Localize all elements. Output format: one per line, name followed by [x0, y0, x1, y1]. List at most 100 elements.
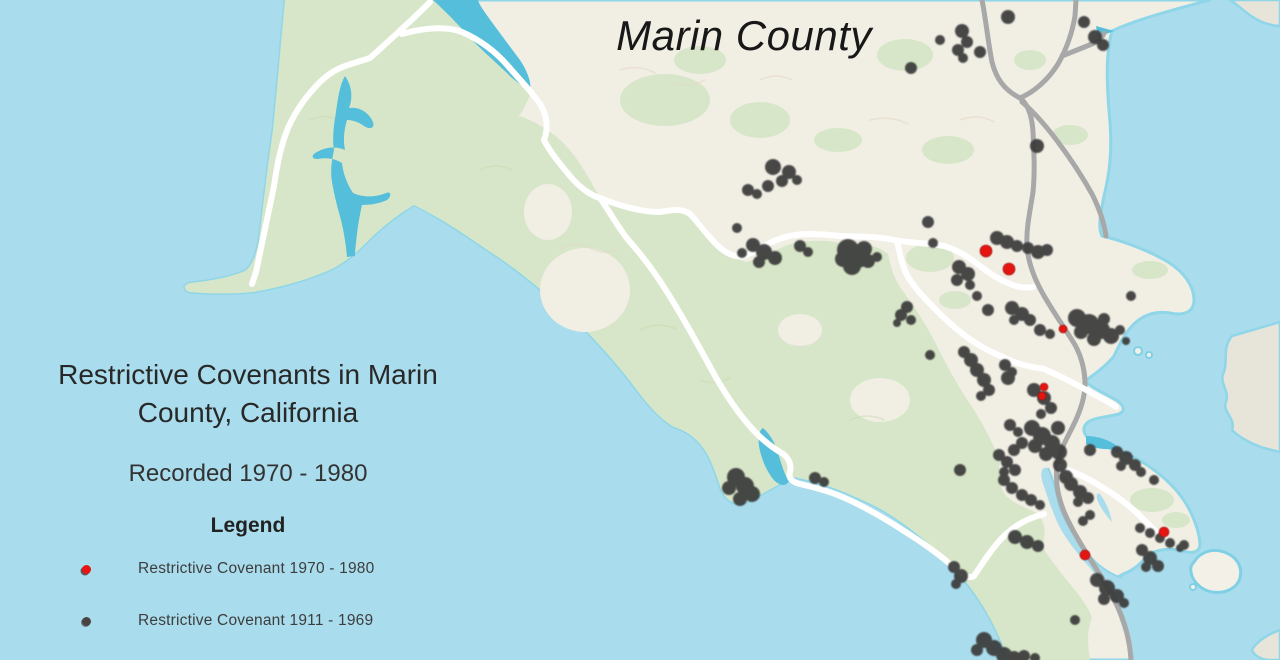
covenant-dot-1911-1969[interactable]: [1064, 477, 1078, 491]
covenant-dot-1911-1969[interactable]: [1084, 444, 1096, 456]
covenant-dot-1911-1969[interactable]: [1073, 497, 1083, 507]
covenant-dot-1911-1969[interactable]: [1013, 427, 1023, 437]
covenant-dot-1911-1969[interactable]: [756, 244, 772, 260]
covenant-dot-1911-1969[interactable]: [1149, 475, 1159, 485]
covenant-dot-1911-1969[interactable]: [955, 24, 969, 38]
covenant-dot-1911-1969[interactable]: [1152, 560, 1164, 572]
covenant-dot-1911-1969[interactable]: [1135, 523, 1145, 533]
covenant-dot-1911-1969[interactable]: [752, 189, 762, 199]
covenant-dot-1911-1969[interactable]: [861, 254, 875, 268]
covenant-dot-1911-1969[interactable]: [856, 241, 872, 257]
covenant-dot-1970-1980[interactable]: [1158, 526, 1170, 538]
covenant-dot-1911-1969[interactable]: [782, 165, 796, 179]
covenant-dot-1911-1969[interactable]: [1141, 562, 1151, 572]
covenant-dot-1911-1969[interactable]: [1016, 437, 1028, 449]
covenant-dot-1911-1969[interactable]: [1028, 439, 1042, 453]
covenant-dot-1911-1969[interactable]: [1115, 325, 1125, 335]
covenant-dot-1970-1980[interactable]: [1002, 262, 1016, 276]
covenant-dot-1911-1969[interactable]: [1039, 447, 1053, 461]
covenant-dot-1911-1969[interactable]: [762, 180, 774, 192]
covenant-dot-1911-1969[interactable]: [948, 561, 960, 573]
covenant-dot-1911-1969[interactable]: [1122, 337, 1130, 345]
covenant-dot-1911-1969[interactable]: [922, 216, 934, 228]
covenant-dot-1911-1969[interactable]: [1078, 16, 1090, 28]
covenant-dot-1911-1969[interactable]: [737, 248, 747, 258]
covenant-dot-1911-1969[interactable]: [993, 449, 1005, 461]
covenant-dot-1911-1969[interactable]: [1025, 494, 1037, 506]
covenant-dot-1970-1980[interactable]: [979, 244, 993, 258]
covenant-dot-1911-1969[interactable]: [1030, 139, 1044, 153]
covenant-dot-1911-1969[interactable]: [935, 35, 945, 45]
covenant-dot-1911-1969[interactable]: [1145, 528, 1155, 538]
covenant-dot-1911-1969[interactable]: [1097, 39, 1109, 51]
covenant-dot-1911-1969[interactable]: [1001, 456, 1013, 468]
covenant-dot-1911-1969[interactable]: [954, 464, 966, 476]
covenant-dot-1911-1969[interactable]: [1034, 324, 1046, 336]
covenant-dot-1911-1969[interactable]: [977, 373, 991, 387]
covenant-dot-1911-1969[interactable]: [974, 46, 986, 58]
covenant-dot-1911-1969[interactable]: [983, 384, 995, 396]
covenant-dot-1911-1969[interactable]: [905, 62, 917, 74]
covenant-dot-1911-1969[interactable]: [1051, 444, 1067, 460]
covenant-dot-1911-1969[interactable]: [1030, 653, 1040, 660]
covenant-dot-1911-1969[interactable]: [809, 472, 821, 484]
covenant-dot-1911-1969[interactable]: [1085, 510, 1095, 520]
covenant-dot-1911-1969[interactable]: [1022, 242, 1034, 254]
covenant-dot-1911-1969[interactable]: [1024, 314, 1036, 326]
covenant-dot-1911-1969[interactable]: [951, 274, 963, 286]
covenant-dot-1911-1969[interactable]: [1036, 409, 1046, 419]
covenant-dot-1911-1969[interactable]: [1119, 598, 1129, 608]
covenant-dot-1911-1969[interactable]: [1008, 444, 1020, 456]
covenant-dot-1911-1969[interactable]: [746, 238, 760, 252]
covenant-dot-1970-1980[interactable]: [1058, 324, 1068, 334]
covenant-dot-1970-1980[interactable]: [1079, 549, 1091, 561]
covenant-dot-1911-1969[interactable]: [1045, 402, 1057, 414]
covenant-dot-1911-1969[interactable]: [952, 44, 964, 56]
covenant-dot-1911-1969[interactable]: [1032, 540, 1044, 552]
covenant-dot-1911-1969[interactable]: [1098, 593, 1110, 605]
covenant-dot-1911-1969[interactable]: [742, 184, 754, 196]
covenant-dot-1911-1969[interactable]: [1009, 315, 1019, 325]
covenant-dot-1911-1969[interactable]: [819, 477, 829, 487]
covenant-dot-1911-1969[interactable]: [976, 391, 986, 401]
covenant-dot-1911-1969[interactable]: [971, 644, 983, 656]
covenant-dot-1911-1969[interactable]: [928, 238, 938, 248]
covenant-dot-1911-1969[interactable]: [961, 36, 973, 48]
covenant-dot-1911-1969[interactable]: [732, 223, 742, 233]
covenant-dot-1911-1969[interactable]: [906, 315, 916, 325]
covenant-dot-1911-1969[interactable]: [1016, 489, 1028, 501]
covenant-dot-1911-1969[interactable]: [1004, 419, 1016, 431]
covenant-dot-1911-1969[interactable]: [965, 280, 975, 290]
covenant-dot-1911-1969[interactable]: [1035, 500, 1045, 510]
covenant-dot-1911-1969[interactable]: [1001, 10, 1015, 24]
covenant-dot-1911-1969[interactable]: [1053, 458, 1067, 472]
covenant-dot-1911-1969[interactable]: [722, 481, 736, 495]
covenant-dot-1911-1969[interactable]: [1001, 371, 1015, 385]
covenant-dot-1911-1969[interactable]: [1116, 461, 1126, 471]
covenant-dot-1970-1980[interactable]: [1039, 382, 1049, 392]
covenant-dot-1911-1969[interactable]: [794, 240, 806, 252]
covenant-dot-1911-1969[interactable]: [768, 251, 782, 265]
covenant-dot-1911-1969[interactable]: [733, 492, 747, 506]
covenant-dot-1911-1969[interactable]: [1018, 650, 1030, 660]
covenant-dot-1911-1969[interactable]: [1045, 329, 1055, 339]
covenant-dot-1911-1969[interactable]: [1082, 492, 1094, 504]
covenant-dot-1911-1969[interactable]: [1143, 551, 1157, 565]
covenant-dot-1911-1969[interactable]: [753, 256, 765, 268]
covenant-dot-1911-1969[interactable]: [1103, 328, 1119, 344]
covenant-dot-1911-1969[interactable]: [1165, 538, 1175, 548]
covenant-dot-1911-1969[interactable]: [1051, 421, 1065, 435]
covenant-dot-1911-1969[interactable]: [1041, 244, 1053, 256]
covenant-dot-1911-1969[interactable]: [835, 251, 851, 267]
covenant-dot-1911-1969[interactable]: [1126, 291, 1136, 301]
covenant-dot-1911-1969[interactable]: [776, 175, 788, 187]
covenant-dot-1911-1969[interactable]: [1136, 544, 1148, 556]
covenant-dot-1911-1969[interactable]: [1027, 383, 1041, 397]
covenant-dot-1911-1969[interactable]: [1006, 482, 1018, 494]
covenant-dot-1911-1969[interactable]: [958, 53, 968, 63]
covenant-dot-1911-1969[interactable]: [1007, 651, 1021, 660]
covenant-dot-1911-1969[interactable]: [1020, 535, 1034, 549]
covenant-dot-1911-1969[interactable]: [1011, 240, 1023, 252]
covenant-dot-1911-1969[interactable]: [951, 579, 961, 589]
